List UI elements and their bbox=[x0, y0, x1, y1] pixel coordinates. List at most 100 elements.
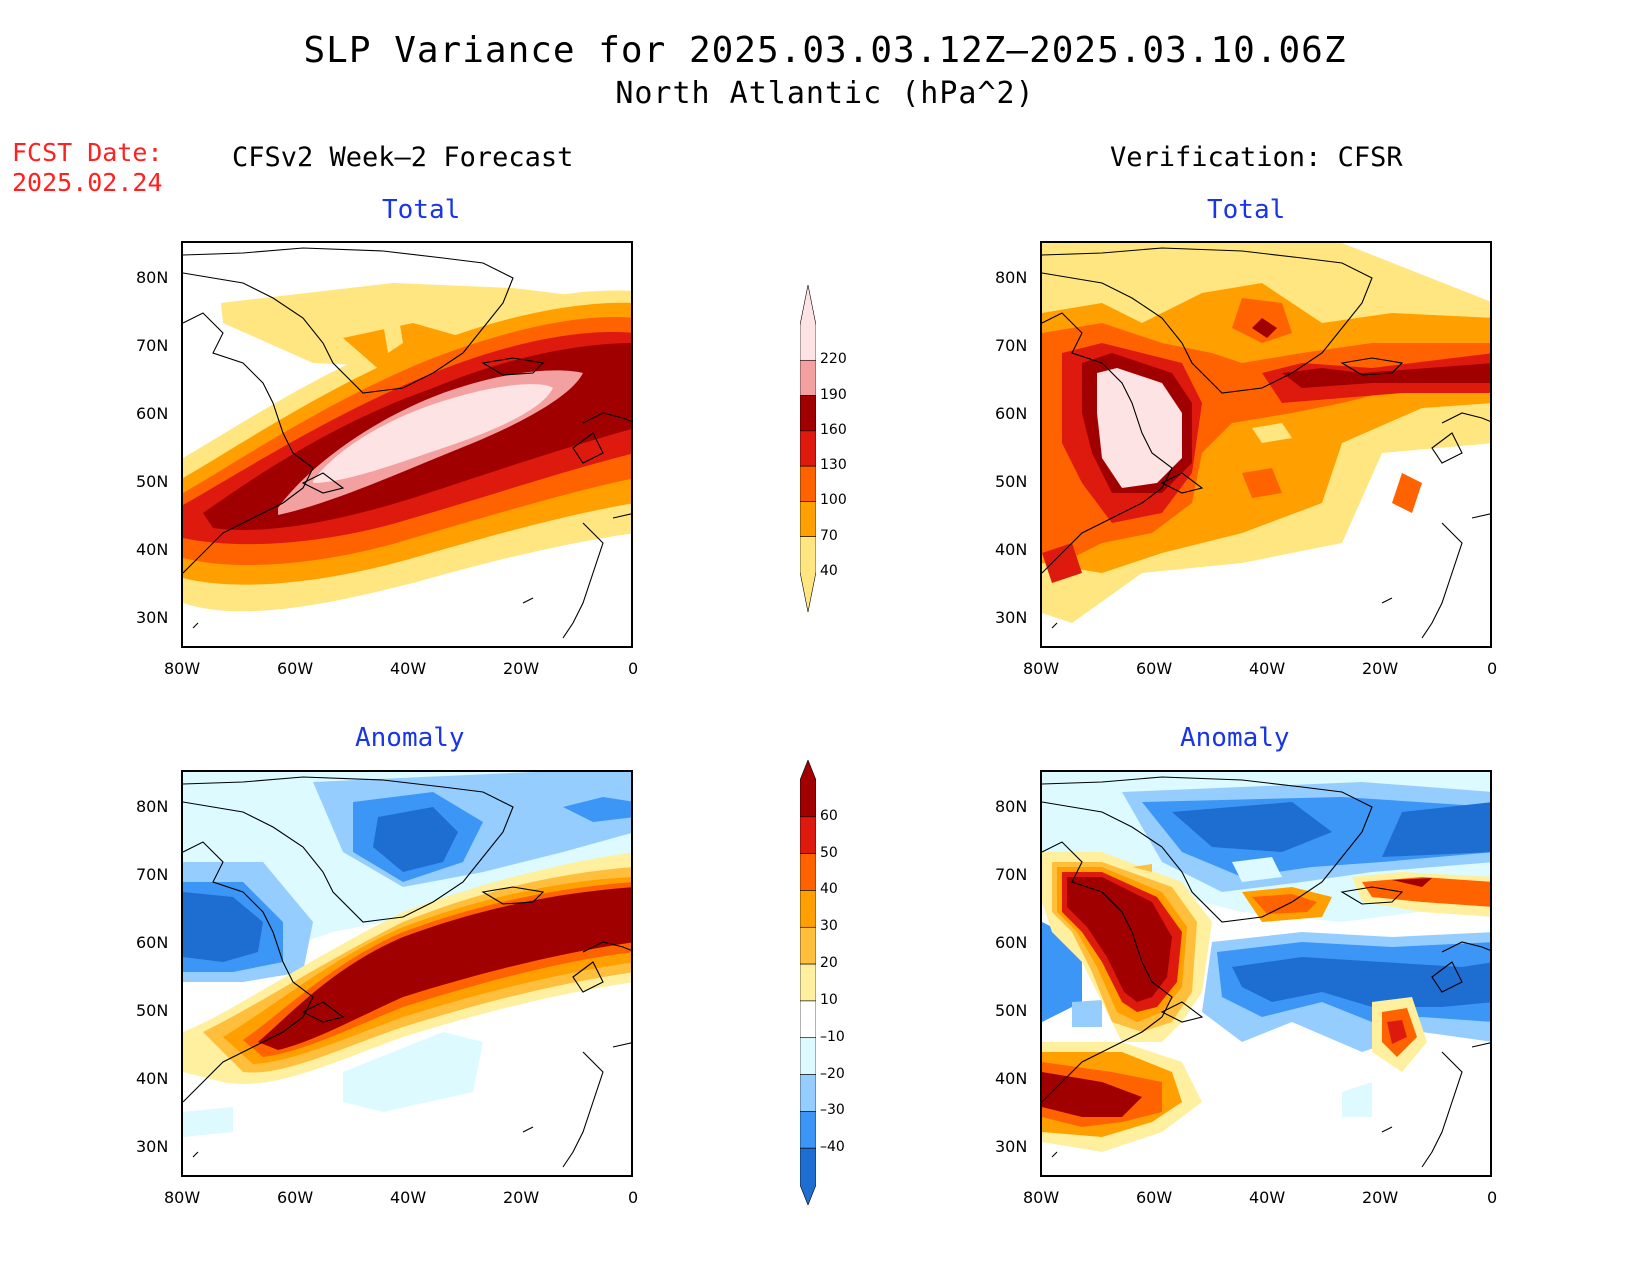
colorbar-tick-label: 100 bbox=[820, 492, 847, 509]
colorbar-tick-label: 40 bbox=[820, 881, 838, 898]
lon-tick: 0 bbox=[628, 659, 639, 678]
forecast-date-value: 2025.02.24 bbox=[12, 168, 163, 197]
coastlines bbox=[183, 247, 631, 639]
lat-tick: 30N bbox=[995, 608, 1028, 627]
colorbar-tick-label: 220 bbox=[820, 351, 847, 368]
chart-subtitle: North Atlantic (hPa^2) bbox=[615, 76, 1035, 111]
bottom-right-panel-label: Anomaly bbox=[1180, 723, 1290, 753]
colorbar-swatch bbox=[799, 1111, 817, 1149]
lat-tick: 80N bbox=[995, 797, 1028, 816]
map-verification-total bbox=[1040, 241, 1492, 648]
shading-verification-anomaly bbox=[1042, 772, 1490, 1152]
top-left-panel-label: Total bbox=[382, 195, 461, 225]
colorbar-anomaly-swatches bbox=[799, 759, 817, 1206]
lon-tick: 0 bbox=[1487, 659, 1498, 678]
colorbar-tick-label: 160 bbox=[820, 421, 847, 438]
lon-tick: 40W bbox=[1249, 1188, 1286, 1207]
colorbar-tick-label: 20 bbox=[820, 955, 838, 972]
chart-title: SLP Variance for 2025.03.03.12Z–2025.03.… bbox=[303, 30, 1347, 71]
colorbar-swatch bbox=[799, 395, 817, 432]
colorbar-swatch bbox=[799, 1147, 817, 1206]
forecast-date: FCST Date: 2025.02.24 bbox=[12, 138, 163, 198]
colorbar-tick-label: 130 bbox=[820, 457, 847, 474]
shading-verification-total bbox=[1042, 243, 1490, 646]
lat-tick: 30N bbox=[136, 608, 169, 627]
colorbar-swatch bbox=[799, 816, 817, 854]
colorbar-swatch bbox=[799, 1037, 817, 1075]
top-right-panel-label: Total bbox=[1207, 195, 1286, 225]
colorbar-swatch bbox=[799, 284, 817, 361]
lon-tick: 80W bbox=[164, 1188, 201, 1207]
lon-tick: 80W bbox=[164, 659, 201, 678]
colorbar-tick-label: –10 bbox=[820, 1028, 845, 1045]
colorbar-swatch bbox=[799, 963, 817, 1002]
colorbar-tick-label: 50 bbox=[820, 844, 838, 861]
map-forecast-total bbox=[181, 241, 633, 648]
colorbar-total bbox=[799, 284, 817, 613]
lon-tick: 0 bbox=[1487, 1188, 1498, 1207]
lat-tick: 50N bbox=[136, 472, 169, 491]
forecast-date-label: FCST Date: bbox=[12, 138, 163, 167]
shading-forecast-anomaly bbox=[183, 772, 631, 1137]
lat-tick: 30N bbox=[995, 1137, 1028, 1156]
lat-tick: 40N bbox=[995, 1069, 1028, 1088]
lon-tick: 80W bbox=[1023, 1188, 1060, 1207]
lat-tick: 80N bbox=[136, 268, 169, 287]
lat-tick: 30N bbox=[136, 1137, 169, 1156]
colorbar-tick-label: 190 bbox=[820, 386, 847, 403]
lon-tick: 40W bbox=[390, 659, 427, 678]
lon-tick: 40W bbox=[390, 1188, 427, 1207]
coastlines bbox=[183, 776, 631, 1168]
colorbar-tick-label: –40 bbox=[820, 1139, 845, 1156]
colorbar-swatch bbox=[799, 853, 817, 891]
lat-tick: 50N bbox=[136, 1001, 169, 1020]
lat-tick: 50N bbox=[995, 472, 1028, 491]
colorbar-swatch bbox=[799, 1074, 817, 1112]
lat-tick: 60N bbox=[136, 933, 169, 952]
colorbar-swatch bbox=[799, 926, 817, 965]
lon-tick: 40W bbox=[1249, 659, 1286, 678]
lon-tick: 60W bbox=[277, 1188, 314, 1207]
colorbar-swatch bbox=[799, 430, 817, 467]
colorbar-tick-label: 60 bbox=[820, 807, 838, 824]
colorbar-tick-label: 30 bbox=[820, 918, 838, 935]
colorbar-swatch bbox=[799, 890, 817, 928]
shading-forecast-total bbox=[183, 283, 631, 612]
lat-tick: 40N bbox=[136, 540, 169, 559]
colorbar-tick-label: –30 bbox=[820, 1102, 845, 1119]
colorbar-swatch bbox=[799, 759, 817, 818]
coastlines bbox=[1042, 776, 1490, 1168]
bottom-left-panel-label: Anomaly bbox=[355, 723, 465, 753]
lon-tick: 20W bbox=[1362, 1188, 1399, 1207]
left-column-title: CFSv2 Week–2 Forecast bbox=[232, 142, 574, 173]
lat-tick: 70N bbox=[136, 336, 169, 355]
lon-tick: 60W bbox=[1136, 1188, 1173, 1207]
lat-tick: 60N bbox=[136, 404, 169, 423]
lat-tick: 80N bbox=[995, 268, 1028, 287]
colorbar-anomaly bbox=[799, 759, 817, 1206]
lat-tick: 80N bbox=[136, 797, 169, 816]
colorbar-tick-label: 70 bbox=[820, 527, 838, 544]
colorbar-swatch bbox=[799, 536, 817, 613]
colorbar-tick-label: 40 bbox=[820, 563, 838, 579]
colorbar-swatch bbox=[799, 465, 817, 502]
lat-tick: 60N bbox=[995, 404, 1028, 423]
lat-tick: 50N bbox=[995, 1001, 1028, 1020]
lon-tick: 20W bbox=[1362, 659, 1399, 678]
lat-tick: 70N bbox=[995, 336, 1028, 355]
lat-tick: 40N bbox=[136, 1069, 169, 1088]
lon-tick: 60W bbox=[1136, 659, 1173, 678]
colorbar-tick-label: 10 bbox=[820, 991, 838, 1008]
lon-tick: 0 bbox=[628, 1188, 639, 1207]
lon-tick: 20W bbox=[503, 659, 540, 678]
colorbar-swatch bbox=[799, 1000, 817, 1039]
coastlines bbox=[1042, 247, 1490, 639]
lon-tick: 60W bbox=[277, 659, 314, 678]
colorbar-swatch bbox=[799, 359, 817, 396]
lon-tick: 80W bbox=[1023, 659, 1060, 678]
colorbar-total-swatches bbox=[799, 284, 817, 613]
colorbar-tick-label: –20 bbox=[820, 1065, 845, 1082]
map-forecast-anomaly bbox=[181, 770, 633, 1177]
lat-tick: 40N bbox=[995, 540, 1028, 559]
lat-tick: 60N bbox=[995, 933, 1028, 952]
